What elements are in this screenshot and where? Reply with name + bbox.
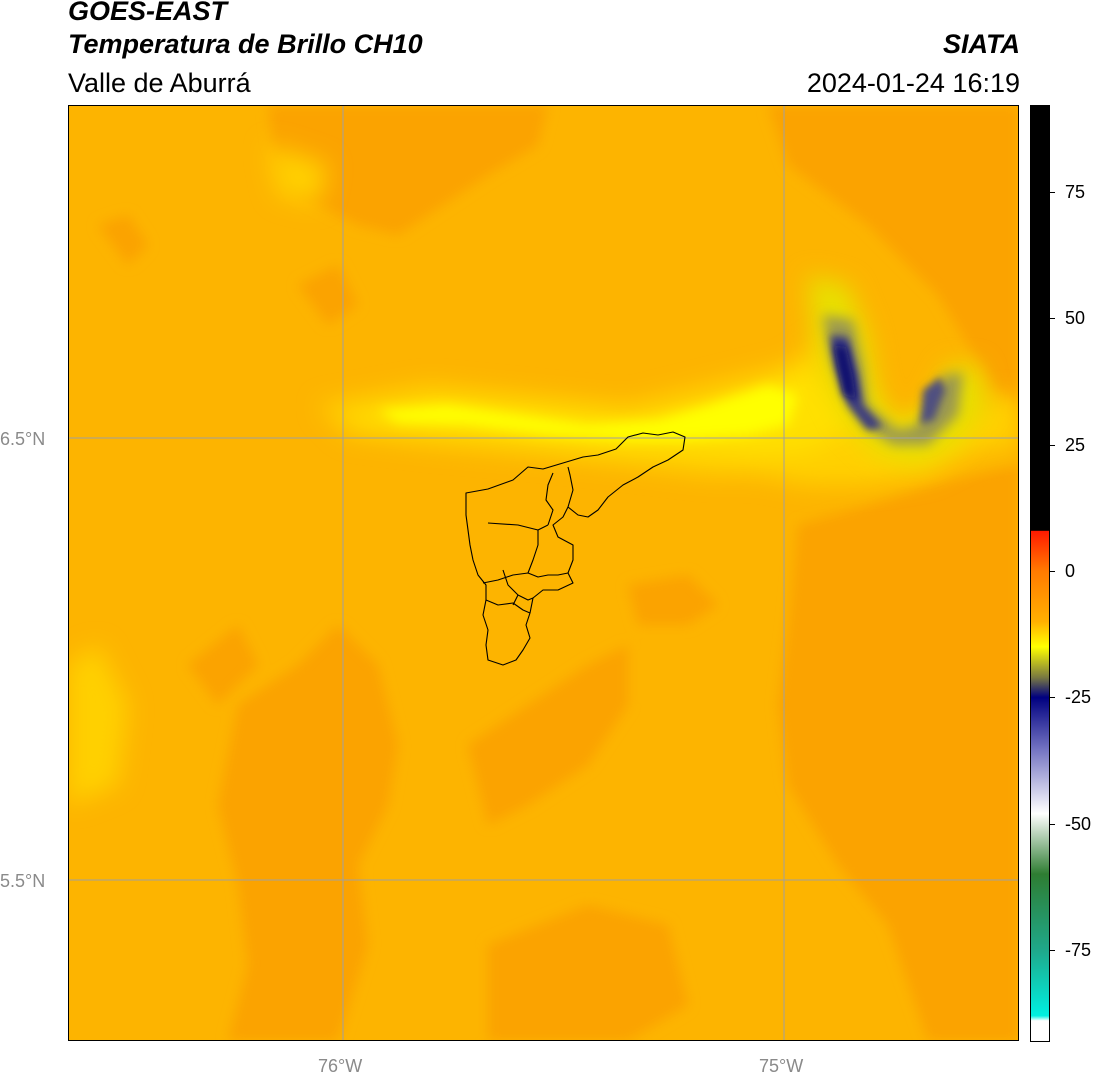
map-panel[interactable] <box>68 105 1019 1041</box>
colorbar-tick <box>1049 697 1055 698</box>
municipal-boundaries <box>465 431 686 666</box>
gridlines <box>68 105 1019 1041</box>
colorbar-label: 50 <box>1065 308 1086 328</box>
colorbar-label: -75 <box>1065 940 1092 960</box>
boundary-8 <box>527 530 539 574</box>
brightness-temperature-map <box>68 105 1019 1041</box>
colorbar-label: 75 <box>1065 182 1086 202</box>
lat-label-5-5: 5.5°N <box>0 871 46 891</box>
product-title: Temperatura de Brillo CH10 <box>68 29 423 59</box>
boundary-2 <box>567 466 574 508</box>
datetime-subtitle: 2024-01-24 16:19 <box>806 68 1020 98</box>
boundary-outline <box>465 431 686 666</box>
boundary-1 <box>545 472 554 526</box>
boundary-3 <box>487 522 549 531</box>
boundary-4 <box>482 572 569 584</box>
colorbar-label: 0 <box>1065 561 1076 581</box>
colorbar-label: -50 <box>1065 814 1092 834</box>
convective-cells <box>808 275 988 465</box>
yellow-core <box>378 385 798 440</box>
colorbar-tick <box>1049 318 1055 319</box>
lon-label-75w: 75°W <box>759 1056 804 1076</box>
organization-title: SIATA <box>943 29 1020 59</box>
boundary-6 <box>485 599 531 614</box>
colorbar-tick <box>1049 192 1055 193</box>
region-subtitle: Valle de Aburrá <box>68 68 251 98</box>
colorbar <box>1030 105 1050 1042</box>
colorbar-tick <box>1049 950 1055 951</box>
colorbar-label: -25 <box>1065 687 1092 707</box>
colorbar-tick <box>1049 824 1055 825</box>
lat-label-6-5: 6.5°N <box>0 429 46 449</box>
colorbar-tick <box>1049 571 1055 572</box>
boundary-7 <box>512 594 519 606</box>
colorbar-label: 25 <box>1065 435 1086 455</box>
colorbar-gradient <box>1031 106 1049 1041</box>
satellite-title: GOES-EAST <box>68 0 228 26</box>
colorbar-tick <box>1049 445 1055 446</box>
lon-label-76w: 76°W <box>318 1056 363 1076</box>
